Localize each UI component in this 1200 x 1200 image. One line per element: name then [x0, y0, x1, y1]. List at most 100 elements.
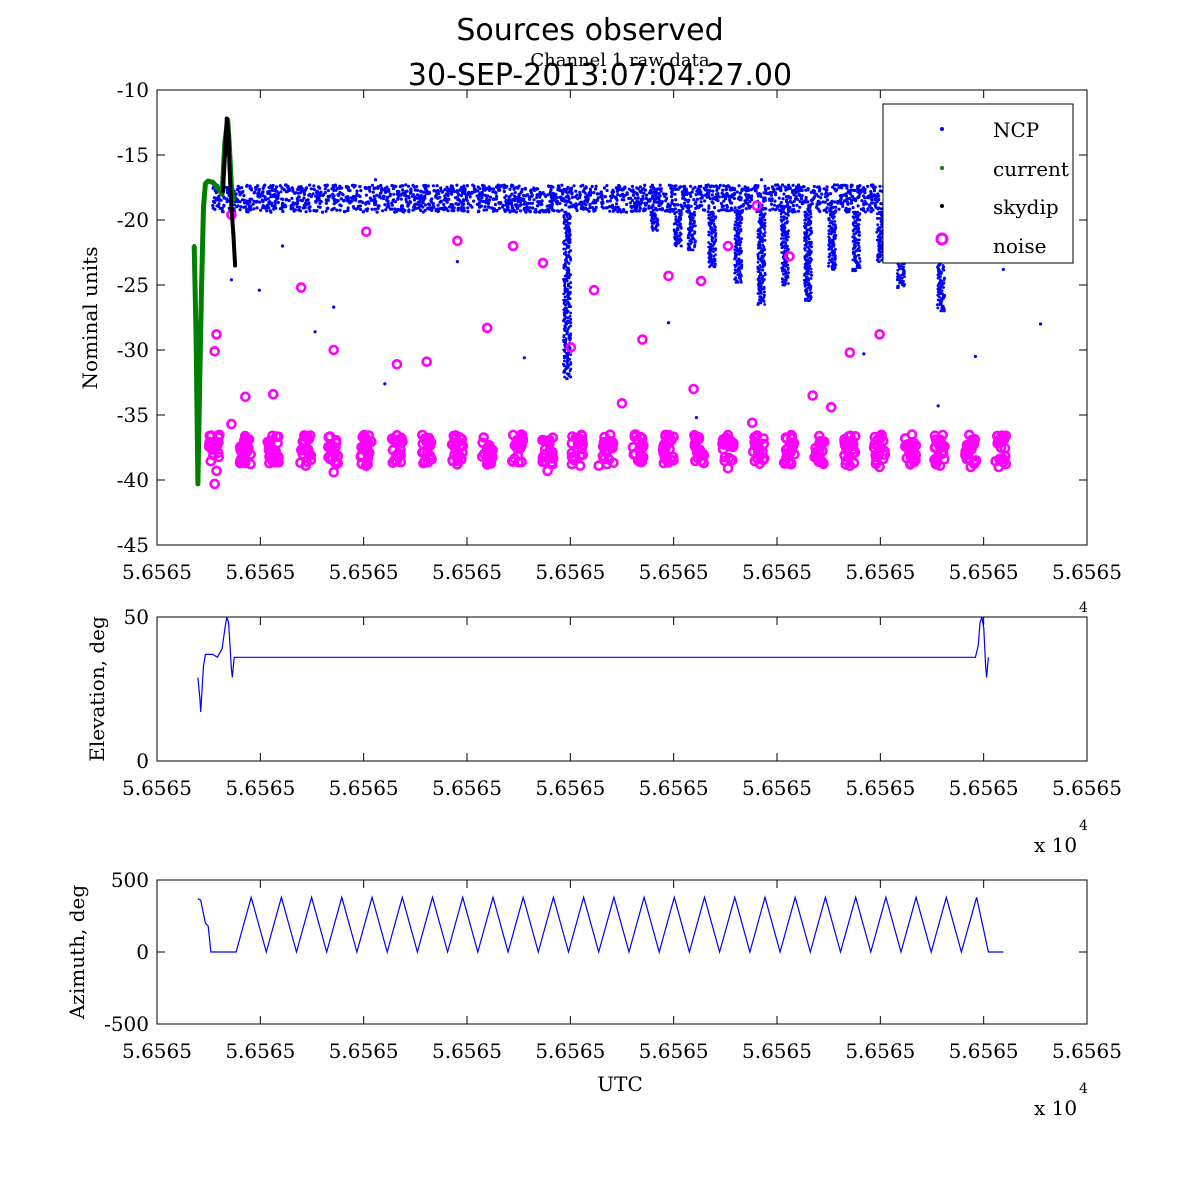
ncp-point — [850, 199, 854, 203]
ncp-point — [842, 199, 847, 203]
ncp-point — [489, 187, 493, 191]
ncp-point — [831, 254, 835, 257]
ncp-point — [706, 210, 710, 214]
ncp-point — [373, 207, 377, 211]
ncp-point — [823, 200, 827, 204]
ncp-point — [268, 200, 272, 204]
ncp-point — [785, 238, 789, 242]
ncp-point — [529, 188, 533, 192]
ncp-point — [870, 198, 874, 202]
ncp-point — [352, 206, 356, 210]
ncp-point — [827, 232, 831, 236]
ncp-point — [315, 189, 319, 193]
ncp-point — [261, 190, 265, 194]
ncp-point — [461, 199, 466, 203]
ncp-point — [835, 183, 840, 187]
ncp-point — [639, 190, 643, 194]
ncp-point — [401, 191, 405, 195]
ncp-point — [611, 206, 615, 210]
ncp-point — [880, 258, 883, 262]
ncp-point — [799, 195, 804, 199]
ncp-point — [695, 197, 700, 201]
ncp-point — [563, 350, 566, 353]
ncp-point — [552, 209, 556, 213]
ncp-point — [601, 206, 606, 210]
ncp-point — [217, 194, 221, 198]
ncp-point — [736, 273, 740, 276]
ncp-point — [251, 202, 255, 206]
ncp-point — [896, 286, 899, 289]
ncp-point — [420, 196, 424, 200]
ncp-point — [815, 205, 819, 209]
ncp-point — [643, 183, 647, 187]
ncp-point — [942, 268, 946, 272]
ncp-point — [617, 183, 621, 188]
ncp-point — [567, 241, 571, 245]
ncp-point — [578, 193, 582, 197]
ncp-point — [566, 185, 570, 189]
ncp-point — [507, 197, 511, 202]
ncp-point — [588, 203, 592, 207]
ncp-point — [807, 296, 810, 299]
ncp-point — [712, 206, 717, 210]
ncp-point — [798, 205, 802, 209]
ncp-point — [826, 202, 830, 206]
ncp-point — [791, 183, 795, 187]
ncp-point — [804, 195, 808, 200]
ncp-point — [848, 190, 852, 195]
ncp-point — [566, 316, 570, 320]
ncp-point — [254, 185, 258, 189]
ncp-point — [872, 189, 877, 193]
ncp-point — [774, 183, 778, 187]
ncp-point — [773, 193, 778, 197]
ncp-point — [616, 205, 620, 209]
ncp-point — [605, 184, 609, 188]
ncp-point — [940, 272, 943, 275]
ncp-point — [694, 193, 698, 197]
ncp-point — [874, 205, 878, 209]
noise-point — [636, 456, 648, 468]
ncp-point — [718, 183, 722, 187]
ncp-point — [879, 207, 884, 211]
noise-cluster — [689, 429, 710, 469]
ncp-point — [856, 196, 860, 200]
ncp-point — [815, 185, 820, 189]
ncp-point — [419, 208, 423, 212]
ncp-point — [466, 202, 470, 206]
ncp-point — [758, 213, 762, 217]
ncp-point — [851, 195, 855, 199]
ncp-point — [569, 362, 573, 366]
ncp-point — [573, 205, 578, 209]
ncp-point — [364, 202, 368, 206]
ncp-point — [738, 243, 742, 247]
ncp-point — [852, 232, 856, 236]
ncp-point — [936, 276, 940, 280]
ncp-point — [879, 202, 883, 206]
ncp-point — [217, 202, 221, 206]
ncp-point — [416, 206, 420, 210]
ncp-point — [900, 276, 904, 280]
ncp-point — [344, 184, 348, 189]
noise-point — [323, 431, 335, 443]
ncp-point — [252, 191, 256, 195]
ncp-point — [326, 189, 330, 193]
ncp-point — [825, 198, 830, 202]
ncp-point — [385, 205, 389, 209]
ncp-point — [658, 207, 662, 211]
ncp-point — [635, 191, 639, 195]
ncp-point — [851, 258, 855, 262]
ncp-point — [527, 195, 531, 199]
ncp-point — [862, 186, 866, 190]
ncp-point — [656, 187, 660, 191]
ncp-point — [289, 207, 293, 211]
ncp-point — [333, 183, 337, 187]
ncp-point — [831, 217, 835, 220]
ncp-point — [299, 185, 303, 189]
ncp-point — [304, 210, 308, 214]
ncp-point — [456, 198, 460, 202]
ncp-point — [761, 268, 765, 272]
ncp-point — [679, 227, 683, 230]
panel1-title: Channel 1 raw data — [530, 50, 710, 71]
ncp-point — [567, 321, 571, 324]
ncp-point — [349, 196, 353, 200]
